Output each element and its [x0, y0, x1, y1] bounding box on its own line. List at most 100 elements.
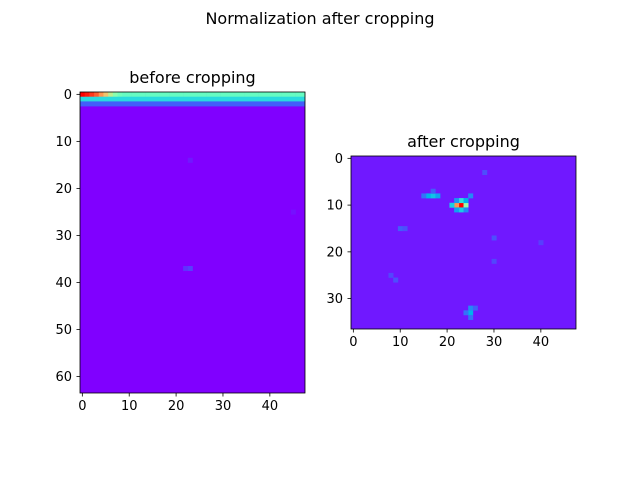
heatmap-cell — [397, 226, 403, 232]
heatmap-cell — [248, 92, 254, 98]
x-tick-label: 30 — [215, 399, 232, 414]
heatmap-cell — [84, 92, 90, 98]
heatmap-cell — [276, 92, 282, 98]
x-tick-label: 0 — [78, 399, 86, 414]
heatmap-cell — [454, 207, 460, 213]
heatmap-cell — [463, 198, 469, 204]
heatmap-cell — [183, 266, 189, 272]
heatmap-cell — [393, 277, 399, 283]
x-tick-label: 40 — [262, 399, 279, 414]
heatmap-row — [80, 101, 305, 107]
heatmap-cell — [201, 92, 207, 98]
heatmap-cell — [491, 258, 497, 264]
heatmap-cell — [290, 209, 296, 215]
heatmap-cell — [272, 92, 278, 98]
axes-after-cropping: after cropping 0 10 20 30 40 0 10 20 30 — [326, 132, 577, 350]
heatmap-cell — [258, 92, 264, 98]
heatmap-cell — [215, 92, 221, 98]
y-tick-label: 10 — [326, 199, 343, 214]
heatmap-cell — [187, 92, 193, 98]
heatmap-cell — [159, 92, 165, 98]
heatmap-cell — [150, 92, 156, 98]
heatmap-cell — [253, 92, 259, 98]
heatmap-cell — [136, 92, 142, 98]
heatmap-cell — [173, 92, 179, 98]
heatmap-cell — [183, 92, 189, 98]
heatmap-cell — [286, 92, 292, 98]
heatmap-cell — [187, 157, 193, 163]
heatmap-cell — [463, 202, 469, 208]
heatmap-cell — [89, 92, 95, 98]
heatmap-cell — [244, 92, 250, 98]
heatmap-cell — [145, 92, 151, 98]
heatmap-cell — [206, 92, 212, 98]
heatmap-cell — [262, 92, 268, 98]
axes-before-cropping: before cropping 0 10 20 30 40 0 10 20 30 40 50 60 — [55, 68, 306, 414]
x-tick-label: 0 — [349, 335, 357, 350]
heatmap-cell — [131, 92, 137, 98]
y-tick-label: 30 — [326, 292, 343, 307]
heatmap-cell — [103, 92, 109, 98]
heatmap-cell — [482, 170, 488, 176]
y-tick-label: 30 — [55, 229, 72, 244]
heatmap-cell — [435, 193, 441, 199]
heatmap-cell — [430, 193, 436, 199]
x-tick-label: 40 — [533, 335, 550, 350]
y-tick-label: 10 — [55, 135, 72, 150]
heatmap-cell — [164, 92, 170, 98]
heatmap-cell — [234, 92, 240, 98]
heatmap-cell — [463, 207, 469, 213]
y-tick-label: 60 — [55, 370, 72, 385]
y-tick-label: 40 — [55, 276, 72, 291]
heatmap-cell — [463, 310, 469, 316]
heatmap-cell — [454, 198, 460, 204]
heatmap-cell — [421, 193, 427, 199]
heatmap-cell — [295, 92, 301, 98]
y-tick-label: 0 — [335, 152, 343, 167]
heatmap-cell — [300, 92, 306, 98]
heatmap-cell — [468, 314, 474, 320]
x-tick-label: 20 — [168, 399, 185, 414]
heatmap-cell — [230, 92, 235, 98]
heatmap-cell — [449, 202, 455, 208]
heatmap-cell — [468, 310, 474, 316]
heatmap-cell — [122, 92, 128, 98]
heatmap-cell — [117, 92, 123, 98]
y-tick-label: 0 — [64, 88, 72, 103]
heatmap-cell — [468, 305, 474, 311]
x-tick-label: 20 — [439, 335, 456, 350]
heatmap-cell — [430, 188, 436, 194]
axes-frame — [350, 155, 577, 330]
heatmap-cell — [140, 92, 146, 98]
heatmap-cell — [239, 92, 245, 98]
heatmap-cell — [267, 92, 273, 98]
heatmap-cell — [169, 92, 175, 98]
axes-title-after: after cropping — [407, 132, 520, 151]
heatmap-cell — [290, 92, 296, 98]
heatmap-cell — [458, 202, 464, 208]
heatmap-cell — [178, 92, 184, 98]
heatmap-cell — [220, 92, 226, 98]
x-tick-label: 10 — [392, 335, 409, 350]
axes-frame — [79, 91, 306, 394]
heatmap-cell — [538, 240, 544, 246]
heatmap-cell — [80, 92, 85, 98]
heatmap-cell — [458, 198, 464, 204]
heatmap-cell — [458, 207, 464, 213]
heatmap-cell — [112, 92, 118, 98]
heatmap-cell — [491, 235, 497, 241]
heatmap-cell — [468, 193, 474, 199]
heatmap-cell — [281, 92, 287, 98]
x-tick-label: 30 — [486, 335, 503, 350]
y-tick-label: 50 — [55, 323, 72, 338]
y-tick-label: 20 — [326, 245, 343, 260]
heatmap-cell — [155, 92, 160, 98]
heatmap-cell — [197, 92, 203, 98]
heatmap-row — [80, 96, 305, 102]
heatmap-cell — [426, 193, 431, 199]
axes-title-before: before cropping — [129, 68, 255, 87]
heatmap-cell — [187, 266, 193, 272]
heatmap-cell — [402, 226, 408, 232]
